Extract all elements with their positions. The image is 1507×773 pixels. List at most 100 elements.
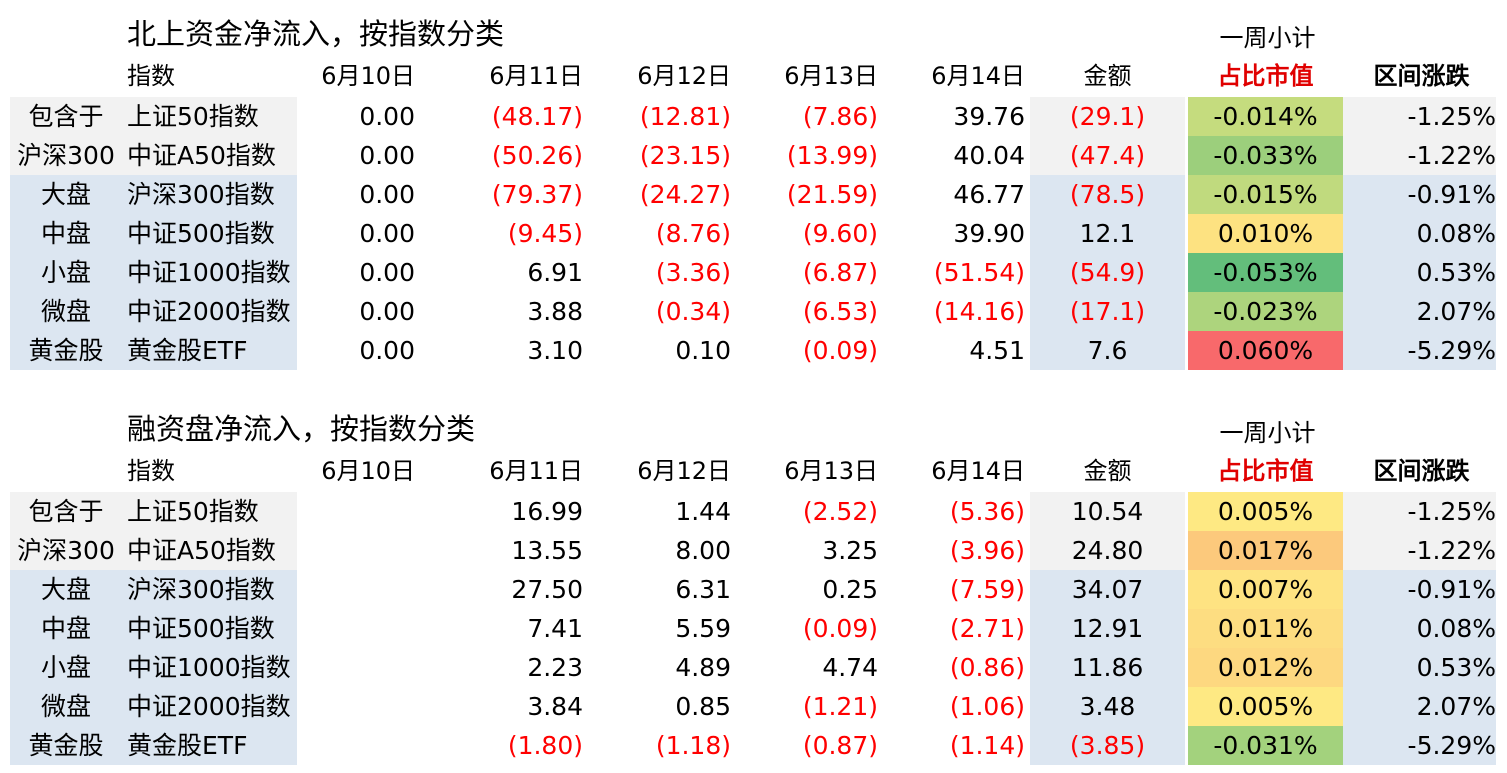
period-change-cell: -5.29%	[1343, 726, 1496, 765]
category-cell: 黄金股	[10, 331, 122, 370]
category-cell: 大盘	[10, 570, 122, 609]
amount-cell: 12.1	[1030, 214, 1185, 253]
period-change-cell: -5.29%	[1343, 331, 1496, 370]
daily-flow-cell: 0.00	[359, 180, 415, 209]
table-row: 黄金股 黄金股ETF 0.00 3.10 0.10 (0.09) 4.51 7.6 0.060%…	[0, 331, 1507, 370]
amount-cell: 11.86	[1030, 648, 1185, 687]
period-change-cell: 0.53%	[1343, 648, 1496, 687]
table-row: 沪深300 中证A50指数 13.55 8.00 3.25 (3.96) 24.80 0.01…	[0, 531, 1507, 570]
pct-of-market-cap-cell: -0.023%	[1188, 292, 1343, 331]
period-change-cell: -0.91%	[1343, 175, 1496, 214]
daily-flow-cell: (79.37)	[491, 180, 583, 209]
period-change-cell: -0.91%	[1343, 570, 1496, 609]
header-date: 6月11日	[489, 62, 583, 90]
table-row: 大盘 沪深300指数 27.50 6.31 0.25 (7.59) 34.07 0.007% -…	[0, 570, 1507, 609]
period-change-cell: 0.08%	[1343, 214, 1496, 253]
amount-cell: 34.07	[1030, 570, 1185, 609]
daily-flow-cell: (0.87)	[802, 731, 878, 760]
daily-flow-cell: (23.15)	[639, 141, 731, 170]
table-row: 小盘 中证1000指数 2.23 4.89 4.74 (0.86) 11.86 0.012% 0…	[0, 648, 1507, 687]
header-date: 6月13日	[784, 457, 878, 485]
amount-cell: (17.1)	[1030, 292, 1185, 331]
daily-flow-cell: 39.90	[953, 219, 1025, 248]
category-cell: 包含于	[10, 492, 122, 531]
period-change-cell: -1.22%	[1343, 531, 1496, 570]
period-change-cell: 2.07%	[1343, 292, 1496, 331]
amount-cell: (54.9)	[1030, 253, 1185, 292]
pct-of-market-cap-cell: -0.053%	[1188, 253, 1343, 292]
category-cell: 中盘	[10, 609, 122, 648]
daily-flow-cell: 3.84	[527, 692, 583, 721]
table-row: 包含于 上证50指数 16.99 1.44 (2.52) (5.36) 10.54 0.005…	[0, 492, 1507, 531]
header-date: 6月14日	[931, 62, 1025, 90]
category-cell: 大盘	[10, 175, 122, 214]
category-cell: 黄金股	[10, 726, 122, 765]
header-row: 指数 6月10日 6月11日 6月12日 6月13日 6月14日 金额 占比市值…	[0, 452, 1507, 490]
index-name-cell: 上证50指数	[122, 492, 297, 531]
pct-of-market-cap-cell: 0.007%	[1188, 570, 1343, 609]
daily-flow-cell: 0.00	[359, 258, 415, 287]
daily-flow-cell: (13.99)	[786, 141, 878, 170]
daily-flow-cell: (24.27)	[639, 180, 731, 209]
period-change-cell: -1.22%	[1343, 136, 1496, 175]
category-cell: 微盘	[10, 687, 122, 726]
daily-flow-cell: (50.26)	[491, 141, 583, 170]
daily-flow-cell	[265, 531, 415, 570]
daily-flow-cell: 3.88	[527, 297, 583, 326]
category-cell: 微盘	[10, 292, 122, 331]
daily-flow-cell: (5.36)	[949, 497, 1025, 526]
daily-flow-cell: 6.91	[527, 258, 583, 287]
daily-flow-cell: (9.45)	[507, 219, 583, 248]
header-amount: 金额	[1083, 457, 1132, 485]
amount-cell: 10.54	[1030, 492, 1185, 531]
header-row: 指数 6月10日 6月11日 6月12日 6月13日 6月14日 金额 占比市值…	[0, 57, 1507, 95]
header-index: 指数	[127, 62, 175, 90]
pct-of-market-cap-cell: -0.015%	[1188, 175, 1343, 214]
table-row: 中盘 中证500指数 0.00 (9.45) (8.76) (9.60) 39.90 12.1…	[0, 214, 1507, 253]
period-change-cell: 0.53%	[1343, 253, 1496, 292]
daily-flow-cell: (3.36)	[655, 258, 731, 287]
amount-cell: 12.91	[1030, 609, 1185, 648]
daily-flow-cell: 16.99	[511, 497, 583, 526]
header-pct-of-market-cap: 占比市值	[1217, 62, 1314, 90]
index-name-cell: 中证1000指数	[122, 648, 297, 687]
daily-flow-cell: (7.86)	[802, 102, 878, 131]
daily-flow-cell: (14.16)	[933, 297, 1025, 326]
daily-flow-cell: (0.86)	[949, 653, 1025, 682]
daily-flow-cell: 4.89	[675, 653, 731, 682]
header-pct-of-market-cap: 占比市值	[1217, 457, 1314, 485]
amount-cell: 7.6	[1030, 331, 1185, 370]
daily-flow-cell: 7.41	[527, 614, 583, 643]
header-date: 6月12日	[637, 62, 731, 90]
pct-of-market-cap-cell: 0.012%	[1188, 648, 1343, 687]
amount-cell: (3.85)	[1030, 726, 1185, 765]
pct-of-market-cap-cell: -0.033%	[1188, 136, 1343, 175]
daily-flow-cell: (6.53)	[802, 297, 878, 326]
daily-flow-cell: (0.09)	[802, 614, 878, 643]
amount-cell: (47.4)	[1030, 136, 1185, 175]
daily-flow-cell: (7.59)	[949, 575, 1025, 604]
daily-flow-cell: 4.51	[969, 336, 1025, 365]
daily-flow-cell: (1.21)	[802, 692, 878, 721]
index-name-cell: 上证50指数	[122, 97, 297, 136]
index-name-cell: 沪深300指数	[122, 570, 297, 609]
index-name-cell: 中证A50指数	[122, 531, 297, 570]
table-row: 微盘 中证2000指数 0.00 3.88 (0.34) (6.53) (14.16) (17…	[0, 292, 1507, 331]
index-name-cell: 中证500指数	[122, 609, 297, 648]
pct-of-market-cap-cell: 0.060%	[1188, 331, 1343, 370]
table-title: 北上资金净流入，按指数分类	[127, 17, 505, 51]
daily-flow-cell: 2.23	[527, 653, 583, 682]
header-date: 6月10日	[321, 457, 415, 485]
header-amount: 金额	[1083, 62, 1132, 90]
daily-flow-cell: 4.74	[822, 653, 878, 682]
daily-flow-cell: (6.87)	[802, 258, 878, 287]
daily-flow-cell: 3.10	[527, 336, 583, 365]
pct-of-market-cap-cell: 0.005%	[1188, 687, 1343, 726]
category-cell: 沪深300	[10, 531, 122, 570]
daily-flow-cell: 8.00	[675, 536, 731, 565]
daily-flow-cell: (21.59)	[786, 180, 878, 209]
daily-flow-cell: 0.00	[359, 102, 415, 131]
daily-flow-cell: 3.25	[822, 536, 878, 565]
daily-flow-cell: 1.44	[675, 497, 731, 526]
table-row: 沪深300 中证A50指数 0.00 (50.26) (23.15) (13.99) 40.…	[0, 136, 1507, 175]
